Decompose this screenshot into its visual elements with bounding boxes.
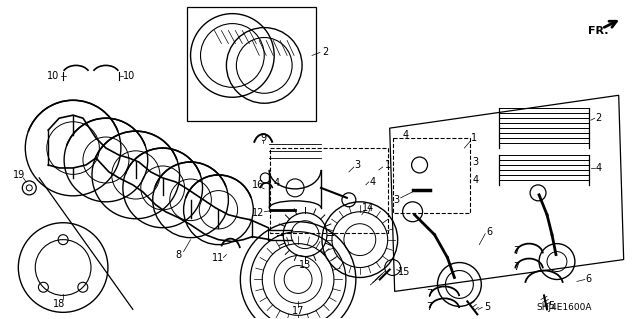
Text: 10: 10 [123,71,135,81]
Text: 17: 17 [292,306,304,316]
Text: 5: 5 [548,301,554,311]
Text: 7: 7 [513,246,519,256]
Bar [393,138,470,213]
Text: 2: 2 [596,113,602,123]
Text: 10: 10 [47,71,60,81]
Text: 19: 19 [13,170,26,180]
Text: 4: 4 [596,163,602,173]
Text: 1: 1 [385,160,391,170]
Text: 4: 4 [472,175,478,185]
Text: 12: 12 [252,208,264,218]
Text: 3: 3 [355,160,361,170]
Text: 3: 3 [394,195,400,205]
Text: 4: 4 [403,130,409,140]
Text: 3: 3 [472,157,478,167]
Bar [270,148,388,233]
Text: 7: 7 [426,302,433,312]
Text: 11: 11 [212,253,225,263]
Text: 15: 15 [399,266,411,277]
Text: 4: 4 [273,178,279,188]
Text: 5: 5 [484,302,490,312]
Text: FR.: FR. [588,26,608,35]
Text: 6: 6 [486,227,492,237]
Text: 6: 6 [586,274,592,285]
Text: SHJ4E1600A: SHJ4E1600A [536,303,592,312]
Text: 14: 14 [362,203,374,213]
Text: 7: 7 [513,262,519,271]
Text: 13: 13 [299,260,311,270]
Bar [187,7,316,121]
Text: 18: 18 [53,299,65,309]
Text: 8: 8 [175,249,182,260]
Text: 7: 7 [426,289,433,300]
Text: 16: 16 [252,180,264,190]
Text: 9: 9 [260,133,266,143]
Text: 1: 1 [471,133,477,143]
Text: 2: 2 [322,48,328,57]
Text: 4: 4 [370,177,376,187]
